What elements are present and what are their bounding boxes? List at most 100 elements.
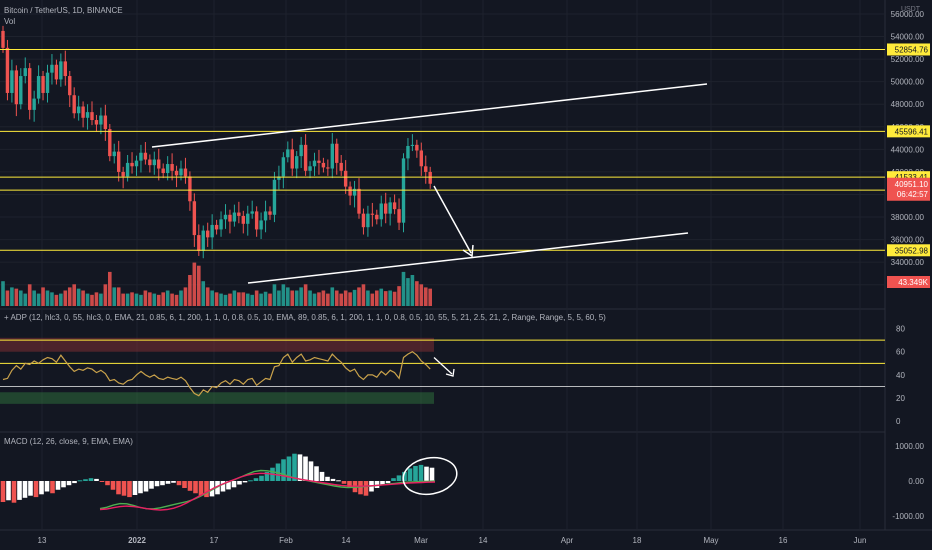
- macd-histogram-bar: [253, 478, 259, 481]
- adp-legend[interactable]: + ADP (12, hlc3, 0, 55, hlc3, 0, EMA, 21…: [4, 313, 606, 322]
- highlight-circle: [402, 456, 458, 496]
- macd-histogram-bar: [0, 481, 6, 502]
- macd-histogram-bar: [396, 475, 402, 481]
- macd-histogram-bar: [44, 481, 50, 492]
- volume-bar: [419, 284, 424, 306]
- upper-trend-line: [151, 83, 708, 148]
- candle-body: [63, 61, 67, 77]
- volume-bar: [32, 290, 36, 306]
- level-tag-label: 35052.98: [895, 246, 929, 255]
- volume-bar: [156, 294, 161, 306]
- macd-histogram-bar: [17, 481, 22, 500]
- last-price-tag: [887, 177, 930, 201]
- projection-arrow: [433, 185, 472, 254]
- candle-body: [321, 162, 326, 168]
- level-tag-label: 41533.41: [895, 173, 929, 182]
- candle-body: [117, 151, 121, 172]
- adp-arrow: [433, 357, 453, 375]
- volume-bar: [379, 288, 384, 306]
- level-tag-label: 52854.76: [895, 45, 929, 54]
- candle-body: [232, 212, 237, 222]
- volume-bar: [81, 290, 85, 306]
- macd-histogram-bar: [407, 468, 413, 481]
- macd-histogram-bar: [72, 481, 77, 484]
- volume-bar: [321, 290, 326, 306]
- volume-bar: [410, 275, 415, 306]
- price-axis[interactable]: 32000.0034000.0036000.0038000.0040000.00…: [887, 10, 930, 521]
- volume-bar: [294, 290, 299, 306]
- macd-histogram-bar: [204, 481, 209, 498]
- volume-bar: [370, 293, 375, 306]
- time-tick-label: 14: [479, 536, 488, 545]
- candle-body: [179, 168, 183, 176]
- macd-histogram-bar: [127, 481, 132, 498]
- candle-body: [99, 115, 103, 125]
- candle-body: [161, 168, 165, 174]
- volume-bar: [277, 290, 281, 306]
- volume-bar: [192, 262, 197, 306]
- volume-bar: [317, 292, 321, 306]
- volume-bar: [250, 294, 254, 306]
- price-tick-label: 48000.00: [891, 100, 925, 109]
- candle-body: [14, 70, 19, 105]
- candle-body: [317, 160, 321, 163]
- volume-bar: [5, 290, 10, 306]
- level-tag: [887, 125, 930, 138]
- volume-tag-label: 43.349K: [898, 278, 928, 287]
- price-tick-label: 54000.00: [891, 33, 925, 42]
- candle-body: [23, 68, 27, 77]
- volume-bar: [312, 293, 317, 306]
- candle-body: [272, 179, 277, 215]
- trend-drawings[interactable]: [151, 83, 708, 284]
- macd-histogram-bar: [165, 481, 171, 484]
- macd-histogram-bar: [50, 481, 55, 494]
- time-tick-label: May: [703, 536, 718, 545]
- candle-body: [219, 219, 223, 230]
- candle-body: [103, 115, 108, 130]
- candle-body: [10, 70, 14, 93]
- volume-bar: [139, 294, 143, 306]
- volume-bar: [357, 287, 361, 306]
- macd-legend[interactable]: MACD (12, 26, close, 9, EMA, EMA): [4, 437, 133, 446]
- candle-body: [366, 213, 370, 228]
- candle-body: [410, 144, 415, 146]
- macd-histogram-bar: [330, 478, 336, 481]
- volume-bar: [281, 284, 286, 306]
- macd-histogram-bar: [363, 481, 369, 496]
- candle-body: [1, 30, 5, 48]
- candle-body: [54, 64, 59, 80]
- price-tick-label: 52000.00: [891, 55, 925, 64]
- macd-histogram-bar: [176, 481, 182, 486]
- candle-body: [125, 162, 130, 177]
- macd-histogram-bar: [259, 475, 264, 481]
- last-price-label: 40951.10: [895, 180, 929, 189]
- volume-bar: [334, 290, 339, 306]
- volume-bar: [254, 290, 259, 306]
- volume-tag: [887, 276, 930, 288]
- macd-histogram-bar: [11, 481, 17, 503]
- candle-body: [94, 120, 99, 125]
- candle-body: [246, 213, 250, 224]
- candle-body: [183, 168, 188, 177]
- volume-bar: [72, 284, 76, 306]
- volume-bar: [103, 284, 108, 306]
- price-tick-label: 50000.00: [891, 78, 925, 87]
- adp-tick-label: 20: [896, 394, 905, 403]
- time-axis[interactable]: 13 2022 17 Feb 14 Mar 14 Apr 18 May 16 Jun: [38, 536, 867, 545]
- candle-body: [76, 106, 81, 114]
- macd-histogram-bar: [22, 481, 28, 498]
- horizontal-levels[interactable]: [0, 48, 885, 251]
- volume-bar: [112, 287, 117, 306]
- macd-histogram-bar: [248, 480, 253, 482]
- macd-histogram-bar: [297, 454, 303, 481]
- candle-body: [290, 149, 294, 169]
- time-tick-label: 18: [633, 536, 642, 545]
- candle-body: [352, 188, 357, 196]
- macd-histogram-bar: [303, 456, 308, 481]
- volume-bar: [76, 288, 81, 306]
- symbol-title[interactable]: Bitcoin / TetherUS, 1D, BINANCE: [4, 6, 123, 15]
- volume-bar: [41, 287, 45, 306]
- candle-body: [28, 68, 32, 110]
- volume-bar: [161, 292, 165, 306]
